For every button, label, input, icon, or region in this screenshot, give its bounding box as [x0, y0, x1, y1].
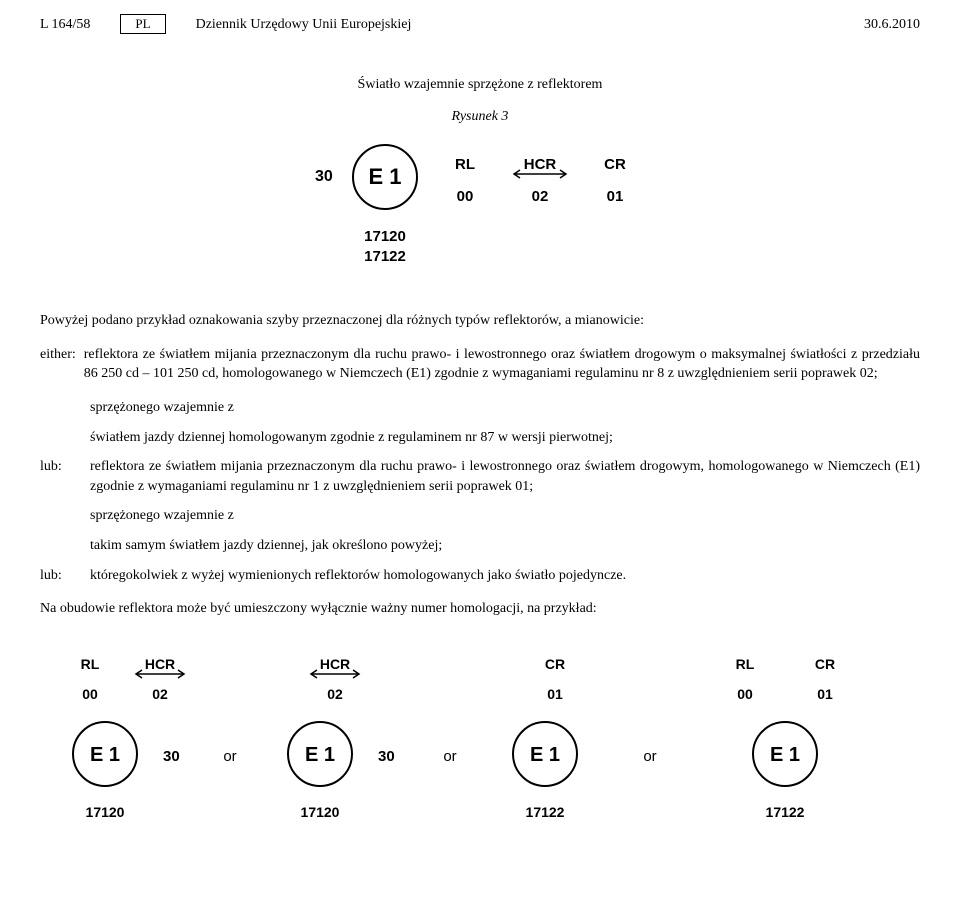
rl-label: RL: [455, 156, 475, 173]
cr-label: CR: [604, 156, 626, 173]
svg-text:17122: 17122: [526, 804, 565, 820]
svg-text:01: 01: [817, 686, 833, 702]
cr-num: 01: [607, 188, 624, 205]
group-3: CR 01 E 1 17122: [513, 656, 577, 820]
page-ref: L 164/58: [40, 15, 90, 35]
label-30: 30: [315, 168, 333, 185]
lang-box: PL: [120, 14, 165, 34]
num-17122: 17122: [364, 248, 406, 265]
svg-text:HCR: HCR: [145, 656, 175, 672]
group-1: RL HCR 00 02 E 1 30 17120: [73, 656, 184, 820]
coupled-2: sprzężonego wzajemnie z: [90, 506, 920, 526]
or-2: or: [443, 748, 456, 765]
svg-text:RL: RL: [81, 656, 100, 672]
header-date: 30.6.2010: [864, 15, 920, 35]
lub-2-row: lub: któregokolwiek z wyżej wymienionych…: [40, 566, 920, 586]
journal-name: Dziennik Urzędowy Unii Europejskiej: [196, 15, 412, 35]
page-header: L 164/58 PL Dziennik Urzędowy Unii Europ…: [40, 15, 920, 35]
lub-1-row: lub: reflektora ze światłem mijania prze…: [40, 457, 920, 496]
lub-2-label: lub:: [40, 566, 90, 586]
svg-text:02: 02: [327, 686, 343, 702]
group-2: HCR 02 E 1 30 17120: [288, 656, 395, 820]
or-1: or: [223, 748, 236, 765]
svg-text:E 1: E 1: [530, 744, 560, 766]
coupled-1: sprzężonego wzajemnie z: [90, 398, 920, 418]
svg-text:CR: CR: [815, 656, 835, 672]
section-title: Światło wzajemnie sprzężone z reflektore…: [40, 75, 920, 95]
figure-bottom: RL HCR 00 02 E 1 30 17120 or HCR 02 E 1 …: [40, 649, 920, 824]
svg-text:30: 30: [378, 748, 395, 765]
hcr-label: HCR: [524, 156, 557, 173]
either-block: either: reflektora ze światłem mijania p…: [40, 345, 920, 384]
housing-text: Na obudowie reflektora może być umieszcz…: [40, 599, 920, 619]
lub-2-content: któregokolwiek z wyżej wymienionych refl…: [90, 566, 920, 586]
svg-text:00: 00: [82, 686, 98, 702]
svg-text:RL: RL: [736, 656, 755, 672]
daytime-text: światłem jazdy dziennej homologowanym zg…: [90, 428, 920, 448]
svg-text:E 1: E 1: [90, 744, 120, 766]
svg-text:01: 01: [547, 686, 563, 702]
group-4: RL CR 00 01 E 1 17122: [736, 656, 835, 820]
same-daytime: takim samym światłem jazdy dziennej, jak…: [90, 536, 920, 556]
header-left: L 164/58 PL Dziennik Urzędowy Unii Europ…: [40, 15, 411, 35]
either-content: reflektora ze światłem mijania przeznacz…: [84, 345, 920, 384]
svg-text:00: 00: [737, 686, 753, 702]
lub-1-label: lub:: [40, 457, 90, 477]
svg-text:17120: 17120: [301, 804, 340, 820]
hcr-num: 02: [532, 188, 549, 205]
figure-label: Rysunek 3: [40, 107, 920, 127]
svg-text:E 1: E 1: [305, 744, 335, 766]
svg-text:17122: 17122: [766, 804, 805, 820]
either-label: either:: [40, 345, 76, 365]
svg-text:02: 02: [152, 686, 168, 702]
svg-text:30: 30: [163, 748, 180, 765]
svg-text:HCR: HCR: [320, 656, 350, 672]
svg-text:CR: CR: [545, 656, 565, 672]
svg-text:E 1: E 1: [770, 744, 800, 766]
or-3: or: [643, 748, 656, 765]
lub-1-content: reflektora ze światłem mijania przeznacz…: [90, 457, 920, 496]
rl-num: 00: [457, 188, 474, 205]
figure-3-svg: 30 E 1 RL 00 HCR 02 CR 01 17120 17122: [290, 141, 670, 281]
num-17120: 17120: [364, 228, 406, 245]
e1-text: E 1: [368, 164, 401, 189]
figure-3: 30 E 1 RL 00 HCR 02 CR 01 17120 17122: [40, 141, 920, 281]
svg-text:17120: 17120: [86, 804, 125, 820]
figure-bottom-svg: RL HCR 00 02 E 1 30 17120 or HCR 02 E 1 …: [45, 649, 915, 824]
intro-text: Powyżej podano przykład oznakowania szyb…: [40, 311, 920, 331]
